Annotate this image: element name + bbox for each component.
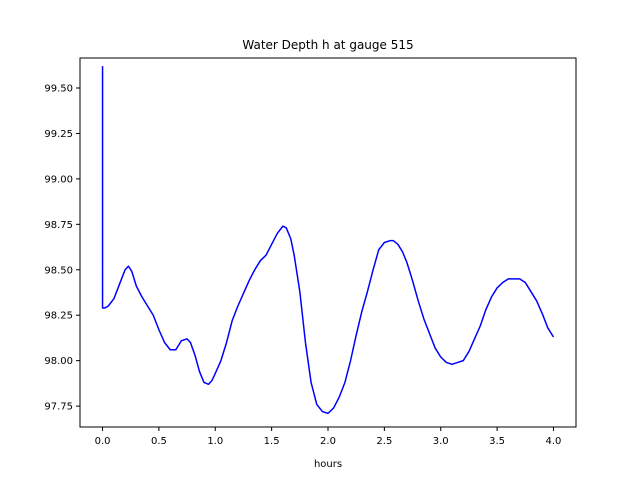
x-tick-label: 1.5	[264, 436, 280, 447]
x-tick-label: 0.5	[151, 436, 167, 447]
y-tick-label: 99.50	[44, 83, 73, 94]
y-tick-label: 99.25	[44, 129, 73, 140]
y-tick-label: 99.00	[44, 174, 73, 185]
x-tick-label: 2.5	[376, 436, 392, 447]
x-tick-label: 0.0	[95, 436, 111, 447]
y-tick-label: 98.50	[44, 265, 73, 276]
x-tick-label: 2.0	[320, 436, 336, 447]
x-tick-label: 4.0	[546, 436, 562, 447]
x-axis-label: hours	[314, 459, 342, 470]
y-axis: 97.75 98.00 98.25 98.50 98.75 99.00 99.25 99.50	[44, 83, 80, 413]
x-tick-label: 3.0	[433, 436, 449, 447]
y-tick-label: 98.00	[44, 356, 73, 367]
x-tick-label: 1.0	[207, 436, 223, 447]
x-tick-label: 3.5	[489, 436, 505, 447]
x-axis: 0.0 0.5 1.0 1.5 2.0 2.5 3.0 3.5 4.0	[95, 427, 562, 447]
series-line-0	[101, 66, 555, 415]
y-tick-label: 98.25	[44, 311, 73, 322]
chart-title: Water Depth h at gauge 515	[242, 38, 413, 52]
y-tick-label: 98.75	[44, 220, 73, 231]
y-tick-label: 97.75	[44, 402, 73, 413]
plot-area	[101, 66, 555, 415]
